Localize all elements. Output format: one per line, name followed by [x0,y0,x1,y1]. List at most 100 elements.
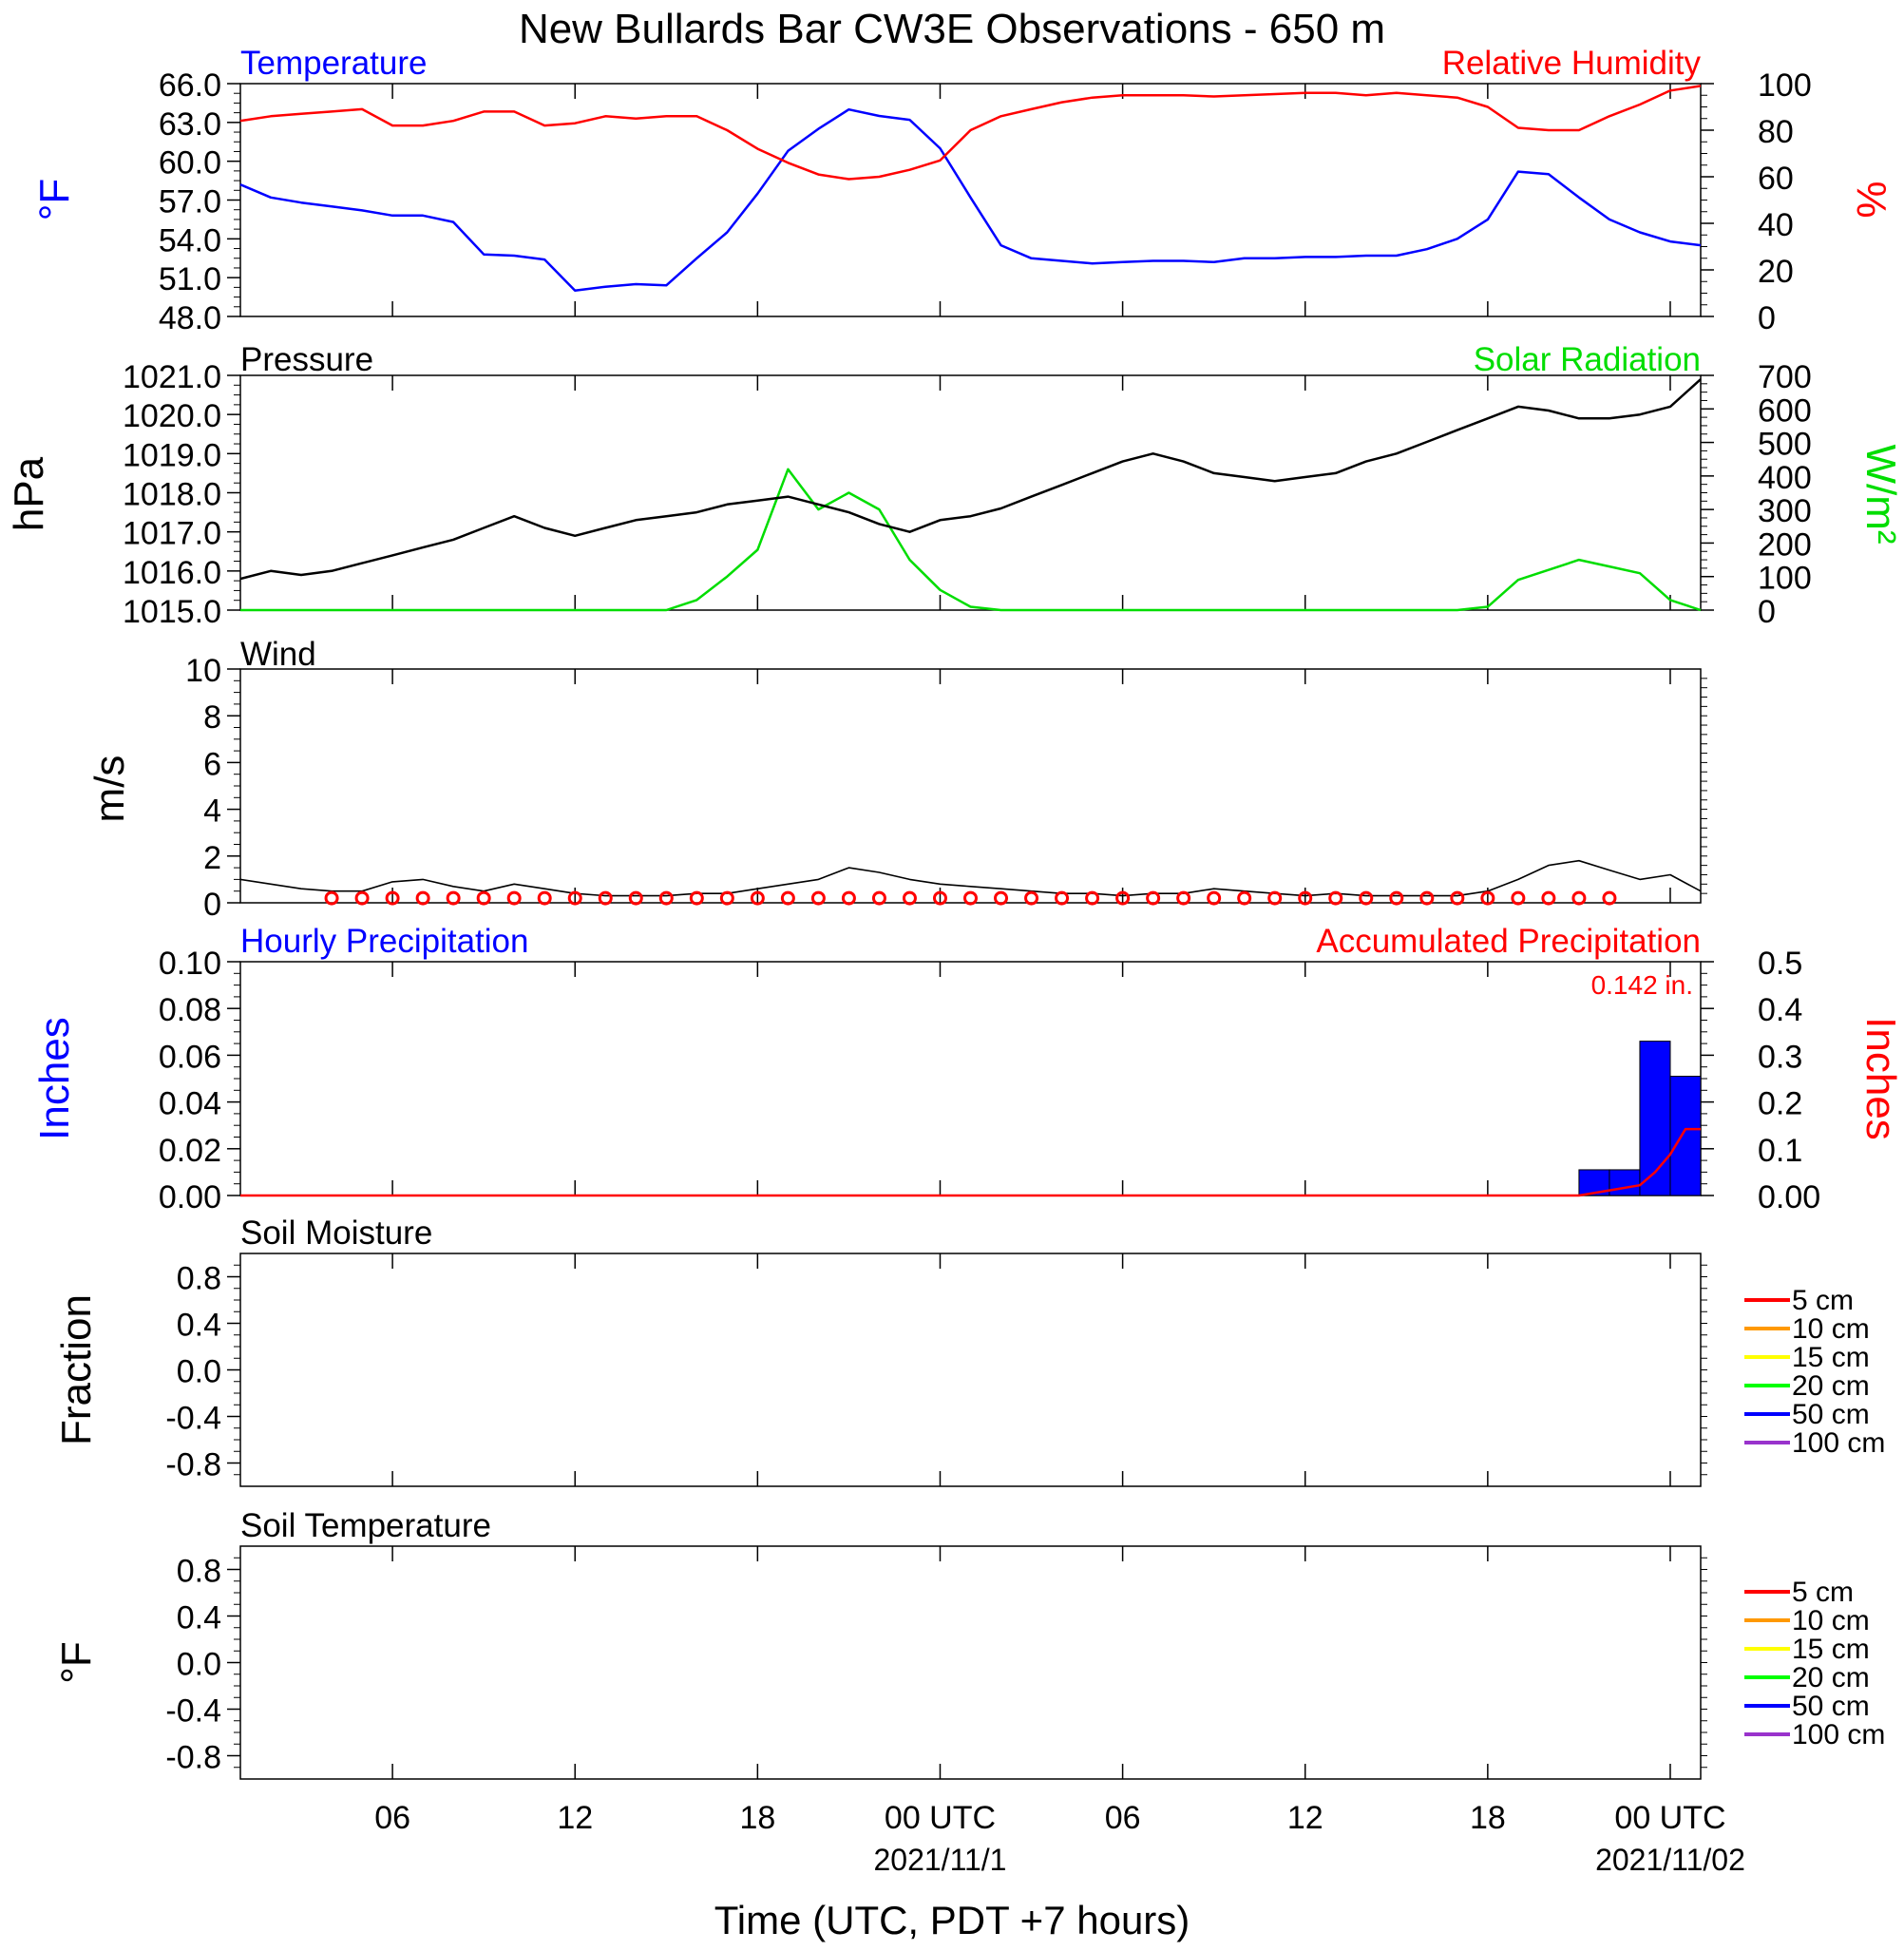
hourly-precip-bar [1639,1041,1671,1196]
pressure-unit: hPa [6,456,52,531]
wind-direction-marker [932,890,947,906]
soil-temp-panel-y-tick-label: 0.8 [177,1554,221,1590]
wind-direction-marker [1602,890,1617,906]
wind-axis-y-tick-label: 4 [203,794,221,830]
wind-direction-marker [1176,890,1191,906]
wind-direction-marker [598,890,613,906]
accum-precip-line [240,1127,1701,1197]
hourly-precip-axis-y-tick-label: 0.10 [159,946,221,982]
wind-axis-y-tick-label: 6 [203,746,221,782]
wind-direction-marker [1298,890,1313,906]
soil-moisture-panel-title: Soil Moisture [240,1215,432,1252]
rh-axis-y2-tick-label: 80 [1758,114,1794,150]
wind-direction-marker [780,890,795,906]
temperature-line [239,107,1702,293]
accum-precip-axis-y2-tick-label: 0.3 [1758,1039,1802,1075]
hourly-precip-axis-y-tick-label: 0.04 [159,1086,221,1122]
wind-direction-marker [476,890,491,906]
solar-axis-y2-tick-label: 400 [1758,460,1812,496]
wind-direction-marker [810,890,826,906]
accum-precip-axis-y2-tick-label: 0.1 [1758,1133,1802,1169]
soil-temp-panel-legend-label: 50 cm [1792,1691,1870,1722]
pressure-axis-y-tick-label: 1016.0 [123,555,221,591]
soil-moisture-panel-y-tick-label: -0.8 [165,1447,221,1483]
wind-unit: m/s [86,756,133,823]
x-tick-label: 06 [1105,1800,1141,1836]
accum-precip-unit: Inches [1857,1017,1904,1140]
soil-temp-panel-y-tick-label: -0.4 [165,1693,221,1730]
wind-direction-marker [871,890,886,906]
wind-direction-marker [1267,890,1283,906]
pressure-axis-y-tick-label: 1021.0 [123,359,221,395]
hourly-precip-axis-y-tick-label: 0.00 [159,1179,221,1215]
wind-direction-marker [1146,890,1161,906]
x-tick-label: 12 [1287,1800,1323,1836]
soil-temp-panel-legend-label: 100 cm [1792,1719,1885,1750]
soil-moisture-panel-legend-label: 15 cm [1792,1342,1870,1373]
wind-direction-marker [1359,890,1374,906]
wind-axis-y-tick-label: 8 [203,699,221,736]
rh-axis-y2-tick-label: 20 [1758,254,1794,290]
soil-temp-panel-legend-label: 20 cm [1792,1662,1870,1693]
solar-axis-y2-tick-label: 700 [1758,359,1812,395]
solar-title: Solar Radiation [1474,341,1701,378]
temp-axis-y-tick-label: 57.0 [159,184,221,220]
x-tick-label: 12 [557,1800,593,1836]
humidity-unit: % [1848,181,1894,218]
accum-precip-axis-y2-tick-label: 0.4 [1758,992,1802,1028]
wind-axis-y-tick-label: 2 [203,840,221,876]
solar-axis-y2-tick-label: 300 [1758,493,1812,529]
soil-temp-panel-legend-label: 15 cm [1792,1634,1870,1665]
wind-direction-marker [719,890,734,906]
wind-direction-marker [628,890,643,906]
x-tick-label: 18 [1470,1800,1506,1836]
wind-direction-marker [841,890,856,906]
temp-axis-y-tick-label: 60.0 [159,145,221,182]
soil-moisture-panel-y-tick-label: -0.4 [165,1401,221,1437]
wind-direction-marker [1541,890,1556,906]
wind-direction-marker [902,890,917,906]
wind-direction-marker [750,890,765,906]
pressure-axis-y-tick-label: 1019.0 [123,437,221,473]
accum-precip-axis-y2-tick-label: 0.5 [1758,946,1802,982]
precip-panel-frame [239,961,1702,1196]
pressure-title: Pressure [240,341,373,378]
wind-panel-frame [239,668,1702,904]
pressure-solar-panel-frame [239,374,1702,611]
soil-moisture-panel-frame [239,1253,1702,1487]
soil-temp-panel-legend-label: 10 cm [1792,1605,1870,1636]
temp-axis-y-tick-label: 66.0 [159,67,221,104]
solar-axis-y2-tick-label: 600 [1758,392,1812,429]
wind-axis-y-tick-label: 10 [185,653,221,689]
wind-title: Wind [240,636,316,673]
soil-moisture-panel-legend-label: 10 cm [1792,1313,1870,1345]
wind-direction-marker [1511,890,1526,906]
soil-moisture-panel-legend-label: 50 cm [1792,1399,1870,1430]
rh-axis-y2-tick-label: 100 [1758,67,1812,104]
panels-layer: 66.063.060.057.054.051.048.0100806040200… [6,45,1904,1877]
wind-speed-line [239,859,1702,897]
pressure-line [239,378,1702,581]
wind-axis-y-tick-label: 0 [203,887,221,923]
soil-moisture-panel-y-tick-label: 0.8 [177,1261,221,1297]
hourly-precip-bar [1609,1169,1641,1196]
wind-direction-marker [385,890,400,906]
temperature-title: Temperature [240,45,427,82]
humidity-line [239,85,1702,181]
x-date-label: 2021/11/02 [1595,1843,1745,1877]
wind-direction-marker [415,890,430,906]
hourly-precip-axis-y-tick-label: 0.06 [159,1039,221,1075]
temp-axis-y-tick-label: 54.0 [159,222,221,258]
soil-temp-panel-title: Soil Temperature [240,1507,491,1544]
solar-axis-y2-tick-label: 200 [1758,526,1812,563]
wind-direction-marker [1480,890,1495,906]
wind-direction-marker [689,890,704,906]
hourly-precip-unit: Inches [31,1017,78,1140]
wind-direction-marker [1450,890,1465,906]
x-tick-label: 00 UTC [885,1800,996,1836]
temperature-unit: °F [31,179,78,220]
x-tick-label: 18 [739,1800,775,1836]
soil-moisture-panel-legend-label: 100 cm [1792,1427,1885,1459]
accum-precip-total: 0.142 in. [1591,970,1693,1000]
rh-axis-y2-tick-label: 60 [1758,161,1794,197]
